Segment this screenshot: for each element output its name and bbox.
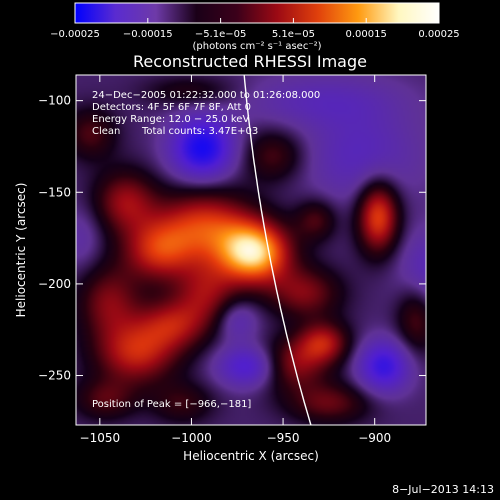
x-tick-label: −900 xyxy=(358,431,391,445)
y-axis-label: Heliocentric Y (arcsec) xyxy=(14,183,28,318)
x-tick-label: −950 xyxy=(267,431,300,445)
colorbar-ticks: −0.00025 −0.00015 −5.1e−05 5.1e−05 0.00015 0.… xyxy=(50,18,460,40)
footer-date: 8−Jul−2013 14:13 xyxy=(392,483,494,496)
annotation-counts: Total counts: 3.47E+03 xyxy=(141,126,258,137)
colorbar-tick-label: 0.00025 xyxy=(418,29,459,40)
colorbar-tick-label: −0.00015 xyxy=(123,29,173,40)
y-axis-ticks: −100 −150 −200 −250 xyxy=(38,94,426,383)
colorbar-tick-label: 5.1e−05 xyxy=(272,29,315,40)
colorbar-frame xyxy=(74,2,440,24)
y-tick-label: −150 xyxy=(38,185,71,199)
annotation-peak: Position of Peak = [−966,−181] xyxy=(92,399,251,410)
colorbar: −0.00025 −0.00015 −5.1e−05 5.1e−05 0.00015 0.… xyxy=(50,2,460,52)
colorbar-tick-label: −0.00025 xyxy=(50,29,100,40)
colorbar-gradient xyxy=(75,3,439,23)
x-tick-label: −1050 xyxy=(80,431,121,445)
plot-area: −1050 −1000 −950 −900 −100 −150 −200 −250 24−D… xyxy=(38,74,427,445)
colorbar-tick-label: −5.1e−05 xyxy=(195,29,247,40)
solar-limb-line xyxy=(243,74,312,426)
y-tick-label: −250 xyxy=(38,369,71,383)
chart-title: Reconstructed RHESSI Image xyxy=(133,52,367,71)
plot-frame xyxy=(75,74,427,426)
x-tick-label: −1000 xyxy=(171,431,212,445)
x-axis-ticks: −1050 −1000 −950 −900 xyxy=(80,75,391,445)
annotation-clean: Clean xyxy=(92,126,120,137)
annotation-energy: Energy Range: 12.0 − 25.0 keV xyxy=(92,114,249,125)
x-axis-label: Heliocentric X (arcsec) xyxy=(183,449,319,463)
annotation-time-range: 24−Dec−2005 01:22:32.000 to 01:26:08.000 xyxy=(92,90,320,101)
annotation-detectors: Detectors: 4F 5F 6F 7F 8F, Att 0 xyxy=(92,102,251,113)
colorbar-tick-label: 0.00015 xyxy=(346,29,387,40)
colorbar-unit-label: (photons cm⁻² s⁻¹ asec⁻²) xyxy=(192,41,321,52)
y-tick-label: −100 xyxy=(38,94,71,108)
y-tick-label: −200 xyxy=(38,277,71,291)
